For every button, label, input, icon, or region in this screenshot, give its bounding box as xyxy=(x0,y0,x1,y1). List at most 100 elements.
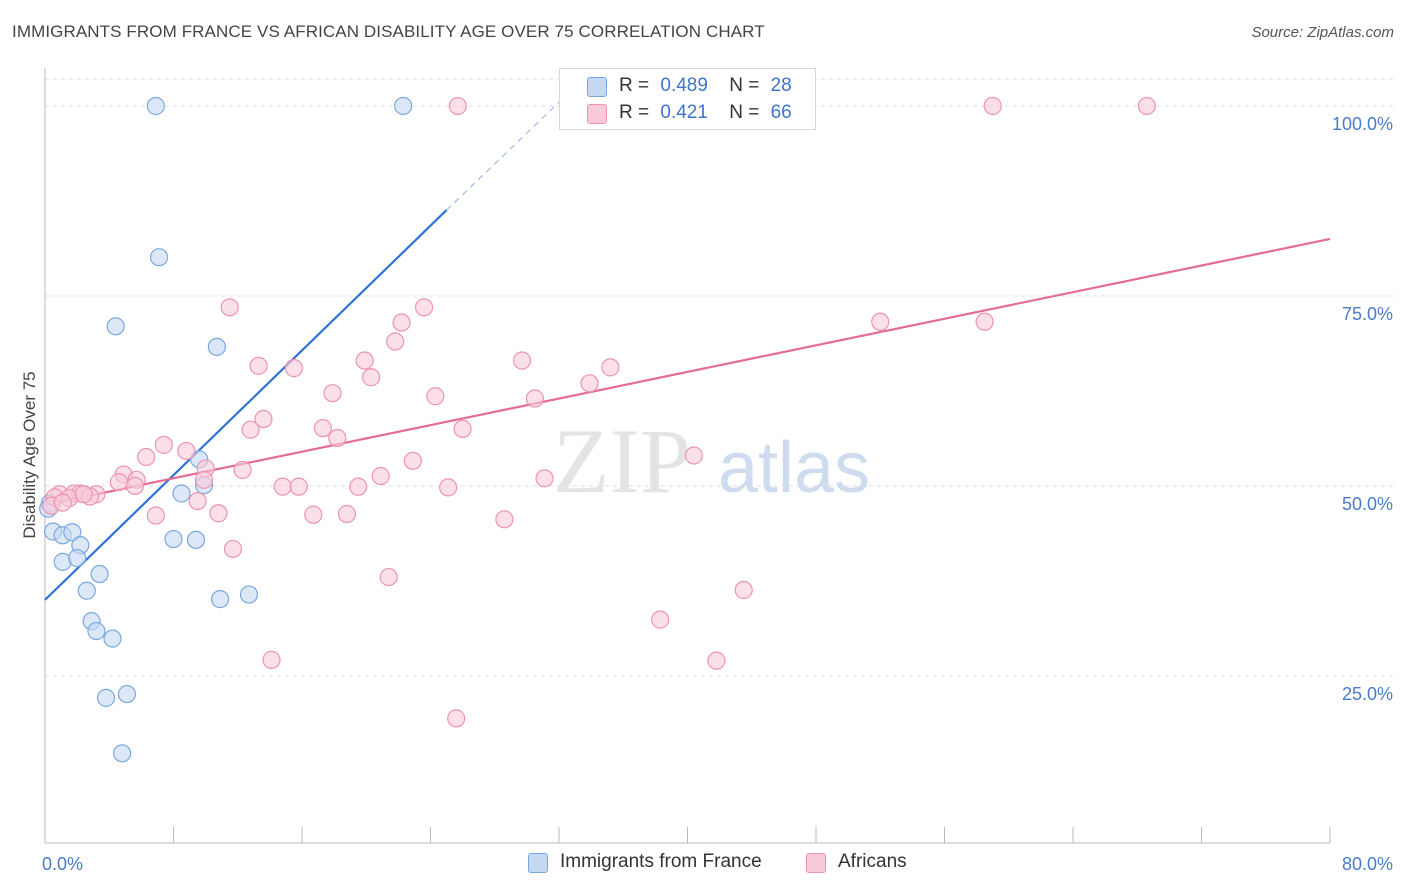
africa-point xyxy=(233,460,252,480)
y-tick-label: 75.0% xyxy=(1342,304,1393,324)
africa-point xyxy=(223,539,243,559)
africa-point xyxy=(371,466,390,486)
legend-france-r-label: R = xyxy=(619,75,650,96)
watermark-zip: ZIP xyxy=(553,410,691,512)
africa-point xyxy=(194,470,214,489)
legend-swatch-africans xyxy=(587,104,607,124)
africa-point xyxy=(651,610,670,629)
africa-point xyxy=(53,493,72,512)
africa-point xyxy=(154,435,173,454)
africa-point xyxy=(262,650,281,669)
africa-point xyxy=(220,298,239,317)
africa-point xyxy=(273,477,292,496)
france-point xyxy=(68,548,87,568)
france-point xyxy=(149,248,169,267)
africa-point xyxy=(379,567,398,587)
africa-point xyxy=(254,409,273,429)
bottom-legend-label-france: Immigrants from France xyxy=(560,851,762,872)
africa-point xyxy=(361,368,381,387)
y-tick-label: 100.0% xyxy=(1332,114,1393,134)
y-tick-label: 25.0% xyxy=(1342,684,1393,704)
legend-france-r-value: 0.489 xyxy=(660,75,708,96)
africa-point xyxy=(146,506,165,525)
france-point xyxy=(87,621,106,641)
france-point xyxy=(239,585,259,604)
france-point xyxy=(63,523,82,542)
africa-point xyxy=(188,491,207,511)
france-point xyxy=(112,744,132,763)
africa-point xyxy=(249,356,268,375)
source-label: Source: ZipAtlas.com xyxy=(1251,24,1394,41)
watermark-atlas: atlas xyxy=(718,428,870,508)
africa-point xyxy=(871,312,890,331)
africa-point xyxy=(328,428,347,448)
africa-point xyxy=(448,96,467,116)
bottom-legend-swatch-africans xyxy=(806,853,826,873)
africa-point xyxy=(386,332,405,351)
africa-point xyxy=(177,441,196,461)
france-point xyxy=(186,530,206,549)
africa-point xyxy=(323,384,342,403)
africa-point xyxy=(313,419,332,438)
africa-point xyxy=(289,477,308,496)
france-point xyxy=(103,629,122,648)
africa-point xyxy=(495,510,514,529)
africa-point xyxy=(707,651,726,670)
legend-africans-n-value: 66 xyxy=(770,102,792,123)
africa-point xyxy=(414,298,434,317)
africa-point xyxy=(684,446,704,465)
africa-point xyxy=(304,505,323,524)
points-layer xyxy=(39,96,1156,763)
chart-title: IMMIGRANTS FROM FRANCE VS AFRICAN DISABI… xyxy=(12,22,765,41)
watermark: ZIP atlas xyxy=(553,410,870,512)
bottom-legend-label-africans: Africans xyxy=(838,851,907,872)
africa-point xyxy=(284,359,304,378)
africa-point xyxy=(403,451,422,470)
y-axis-label: Disability Age Over 75 xyxy=(20,371,39,538)
africa-point xyxy=(74,485,93,504)
africa-point xyxy=(137,447,156,467)
x-tick-label-end: 80.0% xyxy=(1342,854,1393,874)
africa-point xyxy=(601,358,620,377)
africa-point xyxy=(241,420,260,439)
france-point xyxy=(394,96,413,116)
france-point xyxy=(207,337,226,356)
africa-point xyxy=(975,312,994,331)
africa-point xyxy=(125,476,145,495)
france-point xyxy=(106,317,125,336)
france-trend-extension xyxy=(446,101,560,211)
france-point xyxy=(172,484,191,503)
africa-point xyxy=(1137,96,1156,116)
y-tick-label: 50.0% xyxy=(1342,494,1393,514)
trend-layer xyxy=(44,101,1331,601)
france-point xyxy=(96,688,116,707)
france-point xyxy=(117,684,137,704)
x-tick-label-start: 0.0% xyxy=(42,854,83,874)
africa-point xyxy=(525,389,545,408)
france-point xyxy=(164,529,183,549)
france-point xyxy=(90,564,109,584)
africa-point xyxy=(426,387,445,406)
legend-africans-n-label: N = xyxy=(729,102,760,123)
africa-point xyxy=(447,709,466,728)
africa-point xyxy=(535,469,554,488)
france-point xyxy=(146,96,165,116)
france-trend-line xyxy=(44,209,448,601)
africa-point xyxy=(512,351,532,370)
legend-france-n-value: 28 xyxy=(770,75,792,96)
africa-point xyxy=(439,478,458,497)
africa-point xyxy=(209,504,228,523)
legend-africans-r-label: R = xyxy=(619,102,650,123)
correlation-legend: R = 0.489 N = 28 R = 0.421 N = 66 xyxy=(559,68,816,130)
legend-swatch-france xyxy=(587,77,607,97)
africa-point xyxy=(453,419,472,439)
axis-layer: 25.0% 50.0% 75.0% 100.0% xyxy=(44,68,1393,844)
africa-point xyxy=(983,96,1002,116)
africa-point xyxy=(337,504,357,524)
legend-france-n-label: N = xyxy=(729,75,760,96)
africa-point xyxy=(349,477,368,496)
bottom-legend-swatch-france xyxy=(528,853,548,873)
africa-trend-line xyxy=(44,237,1331,506)
legend-africans-r-value: 0.421 xyxy=(660,102,708,123)
